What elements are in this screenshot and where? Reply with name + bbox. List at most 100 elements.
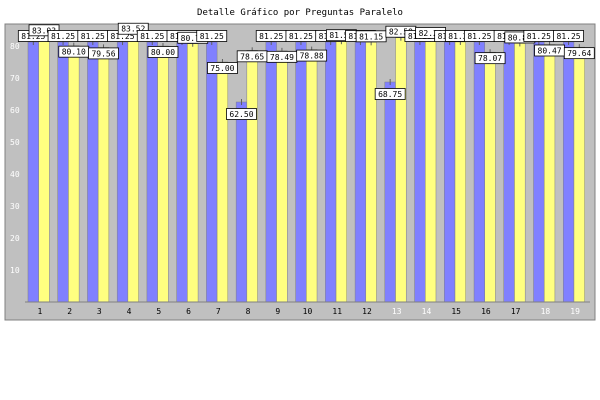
bar xyxy=(325,41,337,303)
data-label: 83.03 xyxy=(32,26,56,35)
data-label-box xyxy=(296,49,328,62)
category-label: 2 xyxy=(67,307,72,316)
bar xyxy=(97,47,110,303)
bar xyxy=(473,41,485,303)
data-label: 79.56 xyxy=(91,49,115,58)
category-label: 7 xyxy=(216,307,221,316)
y-tick-label: 40 xyxy=(10,170,20,179)
data-label-box xyxy=(474,52,506,65)
data-label: 81.25 xyxy=(527,32,551,41)
category-label: 14 xyxy=(422,307,432,316)
data-label: 80.70 xyxy=(181,34,205,43)
data-label: 81.25 xyxy=(51,32,75,41)
bar xyxy=(68,45,80,303)
category-label: 11 xyxy=(332,307,342,316)
data-label: 78.88 xyxy=(300,52,324,61)
bar xyxy=(454,41,466,303)
bar xyxy=(206,41,218,303)
category-label: 1 xyxy=(37,307,42,316)
data-label-box xyxy=(207,62,238,74)
data-label: 81.50 xyxy=(329,31,353,40)
bar xyxy=(514,43,526,303)
category-label: 5 xyxy=(156,307,161,316)
chart-title: Detalle Gráfico por Preguntas Paralelo xyxy=(197,8,403,18)
data-label-box xyxy=(553,30,584,42)
bar xyxy=(187,43,199,303)
bar xyxy=(306,49,318,303)
category-label: 12 xyxy=(362,307,372,316)
bar xyxy=(425,38,437,303)
y-tick-label: 70 xyxy=(10,74,20,83)
category-label: 17 xyxy=(511,307,521,316)
data-label-box xyxy=(226,108,257,120)
category-label: 8 xyxy=(246,307,251,316)
bar xyxy=(38,36,50,303)
bar xyxy=(27,41,39,303)
data-label-box xyxy=(563,47,595,60)
y-tick-label: 10 xyxy=(10,266,20,275)
bar xyxy=(235,101,248,303)
y-tick-label: 80 xyxy=(10,42,20,51)
data-label: 83.52 xyxy=(121,25,145,34)
y-tick-label: 30 xyxy=(10,202,20,211)
data-label: 81.27 xyxy=(448,32,472,41)
category-label: 9 xyxy=(275,307,280,316)
data-label: 81.25 xyxy=(200,32,224,41)
category-label: 6 xyxy=(186,307,191,316)
bar xyxy=(384,81,396,303)
data-label: 75.00 xyxy=(210,64,234,73)
data-label: 81.25 xyxy=(289,32,313,41)
category-label: 4 xyxy=(127,307,132,316)
data-label: 81.25 xyxy=(259,32,283,41)
bar xyxy=(414,41,426,303)
category-label: 10 xyxy=(303,307,313,316)
category-label: 19 xyxy=(570,307,580,316)
data-label: 62.50 xyxy=(229,110,253,119)
data-label-box xyxy=(147,46,179,58)
bar xyxy=(295,41,307,303)
data-label: 80.10 xyxy=(62,48,86,57)
bar xyxy=(216,61,229,303)
bar xyxy=(246,50,258,303)
data-label: 80.80 xyxy=(508,33,532,42)
data-label: 78.07 xyxy=(478,54,502,63)
data-label-box xyxy=(117,22,149,35)
category-label: 16 xyxy=(481,307,491,316)
data-label: 81.25 xyxy=(110,32,134,41)
data-label-box xyxy=(374,88,406,100)
bar xyxy=(57,41,69,303)
category-label: 3 xyxy=(97,307,102,316)
data-label: 68.75 xyxy=(378,90,402,99)
category-label: 13 xyxy=(392,307,402,316)
bar xyxy=(146,41,158,303)
bar xyxy=(484,51,496,303)
bar xyxy=(365,42,377,303)
bar xyxy=(157,45,169,303)
bar xyxy=(354,41,367,303)
data-label: 81.25 xyxy=(81,32,105,41)
category-label: 15 xyxy=(451,307,461,316)
data-label: 80.47 xyxy=(538,46,562,55)
bar xyxy=(116,41,129,303)
bar xyxy=(276,50,288,303)
data-label: 80.00 xyxy=(151,48,175,57)
bar xyxy=(176,41,188,303)
bar xyxy=(562,41,575,303)
y-tick-label: 50 xyxy=(10,138,20,147)
data-label: 81.25 xyxy=(21,32,45,41)
bar xyxy=(265,41,277,303)
bar xyxy=(87,41,99,303)
data-label: 78.65 xyxy=(240,52,264,61)
data-label-box xyxy=(88,47,119,60)
data-label: 82.20 xyxy=(419,29,443,38)
bar xyxy=(444,41,456,303)
data-label: 81.25 xyxy=(140,32,164,41)
y-tick-label: 20 xyxy=(10,234,20,243)
bar xyxy=(127,34,139,303)
data-label: 81.15 xyxy=(359,32,383,41)
data-label: 82.59 xyxy=(389,28,413,37)
data-label: 81.25 xyxy=(467,32,491,41)
bar xyxy=(503,41,515,303)
bar xyxy=(335,40,348,303)
